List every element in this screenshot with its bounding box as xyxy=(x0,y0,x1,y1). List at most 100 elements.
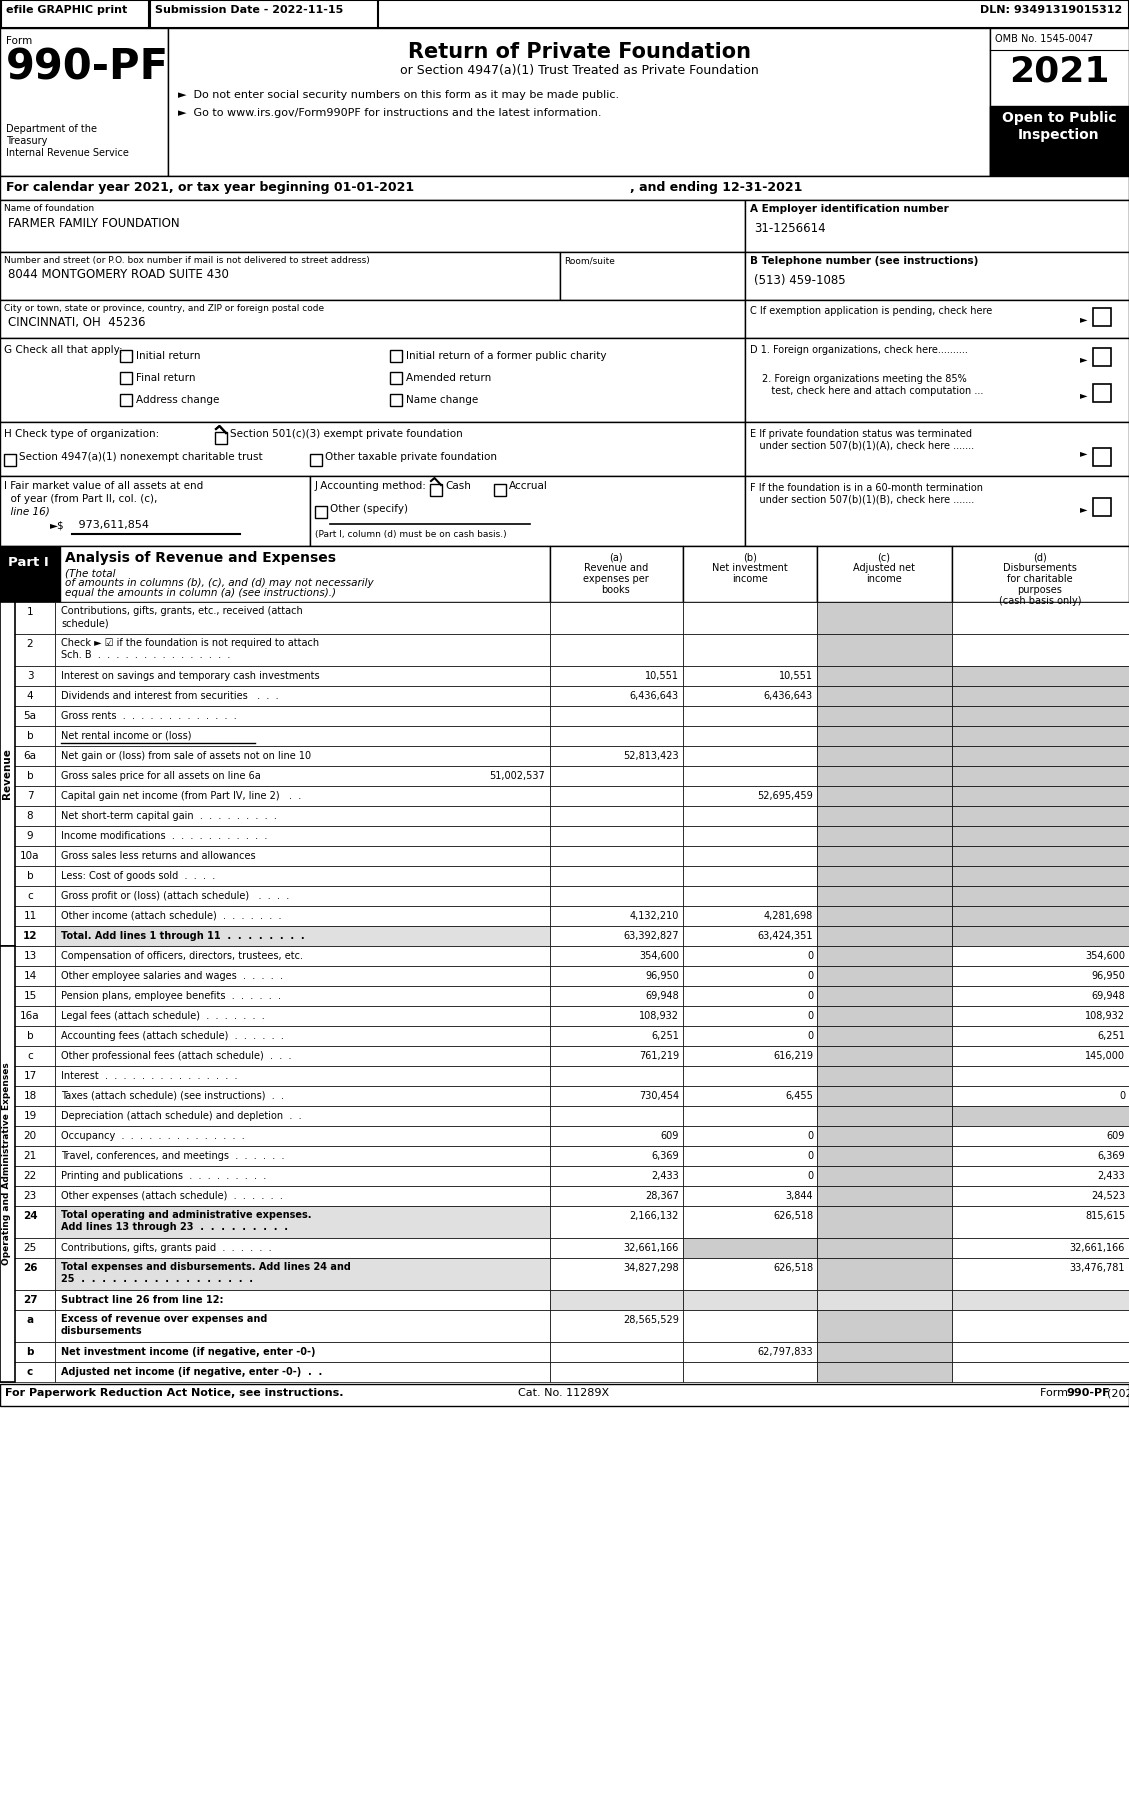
Text: 16a: 16a xyxy=(20,1010,40,1021)
Text: Section 4947(a)(1) nonexempt charitable trust: Section 4947(a)(1) nonexempt charitable … xyxy=(19,451,263,462)
Bar xyxy=(0,707,55,726)
Text: 2. Foreign organizations meeting the 85%: 2. Foreign organizations meeting the 85% xyxy=(762,374,966,385)
Text: Excess of revenue over expenses and: Excess of revenue over expenses and xyxy=(61,1314,268,1323)
Text: b: b xyxy=(26,1347,34,1357)
Text: 21: 21 xyxy=(24,1151,36,1162)
Text: Sch. B  .  .  .  .  .  .  .  .  .  .  .  .  .  .  .: Sch. B . . . . . . . . . . . . . . . xyxy=(61,651,230,660)
Bar xyxy=(817,1126,952,1145)
Bar xyxy=(150,0,378,29)
Bar xyxy=(430,484,441,496)
Text: 0: 0 xyxy=(807,991,813,1001)
Bar xyxy=(990,106,1129,176)
Text: Other expenses (attach schedule)  .  .  .  .  .  .: Other expenses (attach schedule) . . . .… xyxy=(61,1190,283,1201)
Text: Net rental income or (loss): Net rental income or (loss) xyxy=(61,732,192,741)
Bar xyxy=(817,746,952,766)
Text: b: b xyxy=(27,771,34,780)
Bar xyxy=(683,635,817,665)
Bar xyxy=(0,1289,55,1311)
Text: 626,518: 626,518 xyxy=(773,1212,813,1221)
Bar xyxy=(952,1106,1129,1126)
Bar xyxy=(0,635,55,665)
Text: 20: 20 xyxy=(24,1131,36,1142)
Text: Compensation of officers, directors, trustees, etc.: Compensation of officers, directors, tru… xyxy=(61,951,303,960)
Bar xyxy=(952,825,1129,847)
Bar xyxy=(683,1289,817,1311)
Bar xyxy=(550,1311,683,1341)
Bar xyxy=(55,1289,550,1311)
Text: Address change: Address change xyxy=(135,396,219,405)
Text: 6,436,643: 6,436,643 xyxy=(764,690,813,701)
Text: c: c xyxy=(27,1366,33,1377)
Text: (The total: (The total xyxy=(65,568,115,577)
Text: Cat. No. 11289X: Cat. No. 11289X xyxy=(518,1388,610,1399)
Text: A Employer identification number: A Employer identification number xyxy=(750,203,948,214)
Bar xyxy=(683,946,817,966)
Text: Total operating and administrative expenses.: Total operating and administrative expen… xyxy=(61,1210,312,1221)
Text: H Check type of organization:: H Check type of organization: xyxy=(5,430,159,439)
Bar xyxy=(952,1341,1129,1363)
Text: 2,433: 2,433 xyxy=(651,1170,679,1181)
Text: ►  Do not enter social security numbers on this form as it may be made public.: ► Do not enter social security numbers o… xyxy=(178,90,619,101)
Bar xyxy=(817,847,952,867)
Text: Cash: Cash xyxy=(445,482,471,491)
Bar xyxy=(550,746,683,766)
Bar xyxy=(952,687,1129,707)
Bar xyxy=(952,1289,1129,1311)
Bar xyxy=(745,476,1129,547)
Bar xyxy=(952,1206,1129,1239)
Bar xyxy=(0,966,55,985)
Text: Analysis of Revenue and Expenses: Analysis of Revenue and Expenses xyxy=(65,550,336,565)
Bar xyxy=(952,1311,1129,1341)
Bar xyxy=(550,1066,683,1086)
Bar xyxy=(0,867,55,886)
Text: (b): (b) xyxy=(743,552,756,563)
Text: Other income (attach schedule)  .  .  .  .  .  .  .: Other income (attach schedule) . . . . .… xyxy=(61,912,281,921)
Bar xyxy=(817,886,952,906)
Bar xyxy=(0,476,310,547)
Text: 25  .  .  .  .  .  .  .  .  .  .  .  .  .  .  .  .  .: 25 . . . . . . . . . . . . . . . . . xyxy=(61,1275,253,1284)
Bar xyxy=(0,602,15,946)
Text: 96,950: 96,950 xyxy=(1091,971,1124,982)
Text: Add lines 13 through 23  .  .  .  .  .  .  .  .  .: Add lines 13 through 23 . . . . . . . . … xyxy=(61,1223,288,1232)
Bar xyxy=(952,966,1129,985)
Text: D 1. Foreign organizations, check here..........: D 1. Foreign organizations, check here..… xyxy=(750,345,968,354)
Bar xyxy=(0,1311,55,1341)
Text: equal the amounts in column (a) (see instructions).): equal the amounts in column (a) (see ins… xyxy=(65,588,336,599)
Text: ►$: ►$ xyxy=(50,520,64,530)
Text: 25: 25 xyxy=(24,1242,36,1253)
Bar xyxy=(550,1341,683,1363)
Bar xyxy=(0,547,60,602)
Bar xyxy=(745,300,1129,338)
Text: 0: 0 xyxy=(807,951,813,960)
Bar xyxy=(55,906,550,926)
Text: line 16): line 16) xyxy=(5,507,50,518)
Bar xyxy=(683,1259,817,1289)
Bar xyxy=(0,423,745,476)
Text: OMB No. 1545-0047: OMB No. 1545-0047 xyxy=(995,34,1093,43)
Bar xyxy=(550,1126,683,1145)
Text: 27: 27 xyxy=(23,1295,37,1305)
Bar xyxy=(683,1046,817,1066)
Text: For Paperwork Reduction Act Notice, see instructions.: For Paperwork Reduction Act Notice, see … xyxy=(5,1388,343,1399)
Bar xyxy=(0,1187,55,1206)
Bar xyxy=(0,1363,55,1383)
Bar xyxy=(1093,448,1111,466)
Text: Form: Form xyxy=(6,36,33,47)
Bar xyxy=(1093,307,1111,325)
Text: Check ► ☑ if the foundation is not required to attach: Check ► ☑ if the foundation is not requi… xyxy=(61,638,320,647)
Bar xyxy=(0,176,1129,200)
Bar xyxy=(55,886,550,906)
Text: ►: ► xyxy=(1080,390,1087,399)
Text: 96,950: 96,950 xyxy=(645,971,679,982)
Bar xyxy=(55,1259,550,1289)
Bar xyxy=(495,484,506,496)
Text: 18: 18 xyxy=(24,1091,36,1100)
Text: Name change: Name change xyxy=(406,396,479,405)
Text: 730,454: 730,454 xyxy=(639,1091,679,1100)
Bar xyxy=(952,1046,1129,1066)
Bar xyxy=(952,1066,1129,1086)
Text: expenses per: expenses per xyxy=(583,574,649,584)
Text: 6,455: 6,455 xyxy=(785,1091,813,1100)
Text: Legal fees (attach schedule)  .  .  .  .  .  .  .: Legal fees (attach schedule) . . . . . .… xyxy=(61,1010,264,1021)
Text: 2,166,132: 2,166,132 xyxy=(630,1212,679,1221)
